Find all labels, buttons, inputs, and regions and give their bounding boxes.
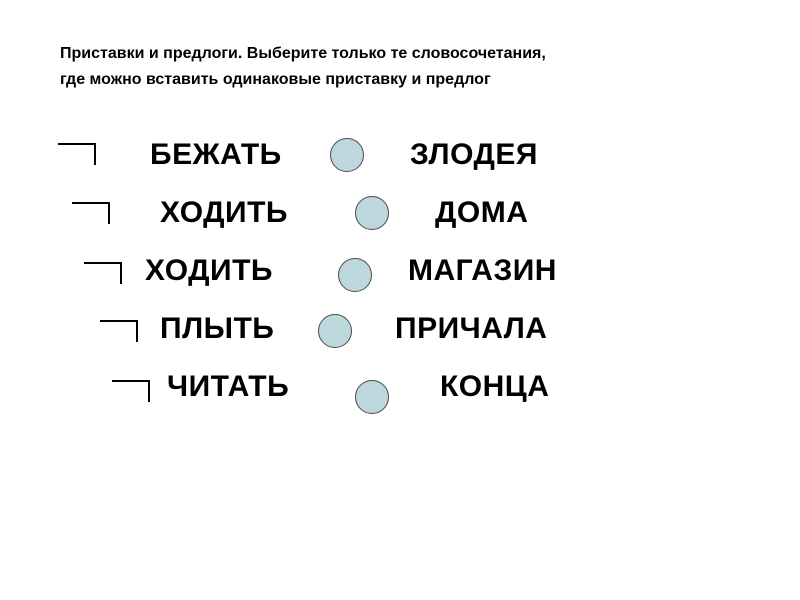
phrase-row: ЧИТАТЬ КОНЦА: [0, 370, 800, 426]
right-word: ПРИЧАЛА: [395, 312, 547, 346]
instruction-line-1: Приставки и предлоги. Выберите только те…: [60, 44, 546, 65]
left-word: БЕЖАТЬ: [150, 138, 282, 172]
insertion-circle-icon[interactable]: [338, 258, 372, 292]
left-word: ХОДИТЬ: [160, 196, 288, 230]
phrase-row: БЕЖАТЬ ЗЛОДЕЯ: [0, 138, 800, 194]
phrase-row: ХОДИТЬ МАГАЗИН: [0, 254, 800, 310]
right-word: КОНЦА: [440, 370, 549, 404]
left-word: ЧИТАТЬ: [167, 370, 289, 404]
prefix-bracket-icon: [84, 262, 122, 284]
left-word: ХОДИТЬ: [145, 254, 273, 288]
prefix-bracket-icon: [72, 202, 110, 224]
prefix-bracket-icon: [112, 380, 150, 402]
insertion-circle-icon[interactable]: [318, 314, 352, 348]
page: Приставки и предлоги. Выберите только те…: [0, 0, 800, 600]
insertion-circle-icon[interactable]: [355, 196, 389, 230]
right-word: ЗЛОДЕЯ: [410, 138, 538, 172]
prefix-bracket-icon: [100, 320, 138, 342]
right-word: ДОМА: [435, 196, 528, 230]
left-word: ПЛЫТЬ: [160, 312, 274, 346]
insertion-circle-icon[interactable]: [330, 138, 364, 172]
phrase-row: ПЛЫТЬ ПРИЧАЛА: [0, 312, 800, 368]
right-word: МАГАЗИН: [408, 254, 557, 288]
instruction-line-2: где можно вставить одинаковые приставку …: [60, 70, 491, 91]
prefix-bracket-icon: [58, 143, 96, 165]
insertion-circle-icon[interactable]: [355, 380, 389, 414]
phrase-row: ХОДИТЬ ДОМА: [0, 196, 800, 252]
